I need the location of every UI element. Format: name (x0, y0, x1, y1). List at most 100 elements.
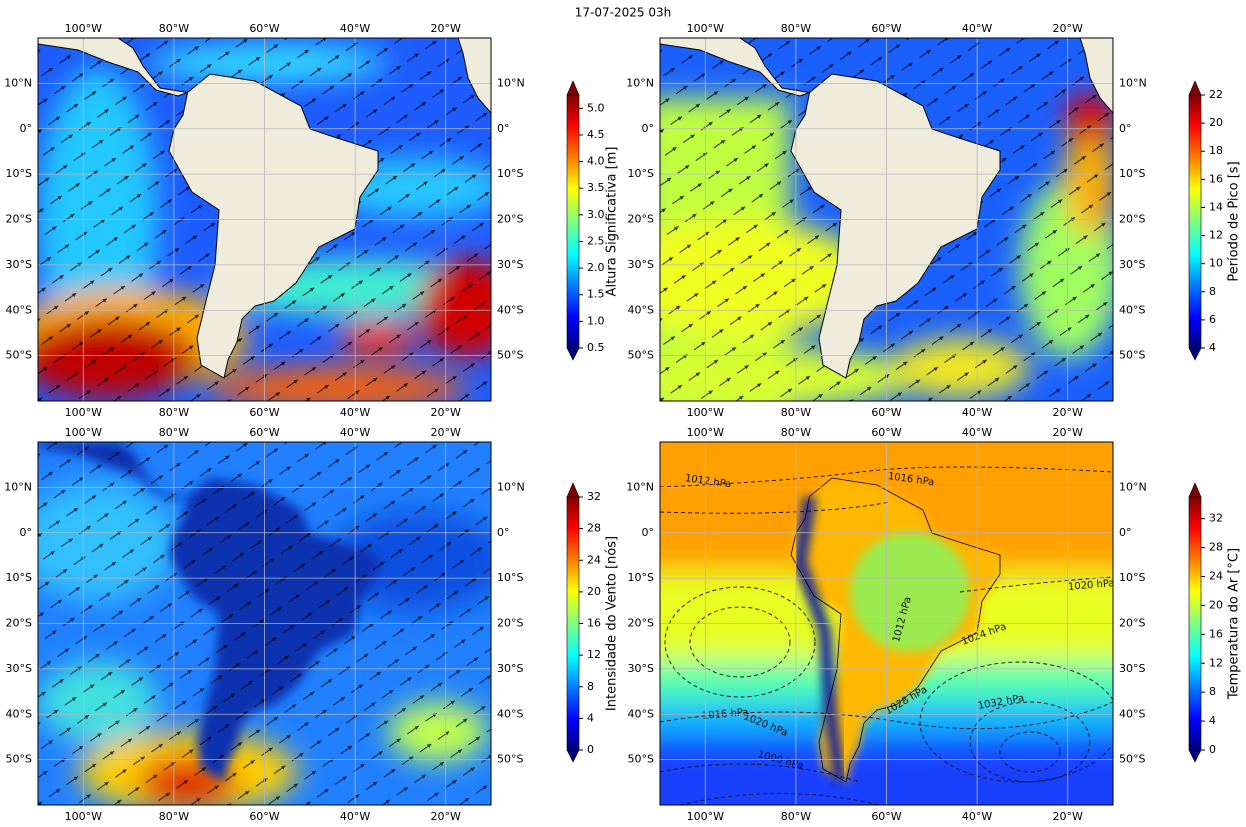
lat-tick-label: 50°S (1119, 753, 1145, 766)
contour-label: 1020 hPa (1068, 578, 1115, 593)
lat-tick-label: 10°N (4, 76, 32, 89)
colorbar-tick-label: 12 (587, 648, 601, 661)
lon-tick-label: 20°W (1053, 22, 1083, 35)
lat-tick-label: 50°S (6, 753, 32, 766)
colorbar-tick-label: 3.0 (587, 208, 605, 221)
lat-tick-label: 10°S (1119, 167, 1145, 180)
map-panel (660, 38, 1113, 401)
lon-tick-label: 60°W (249, 406, 279, 419)
map-frame (37, 37, 492, 402)
colorbar-extend (566, 80, 580, 96)
colorbar-extend (566, 749, 580, 763)
lon-tick-label: 100°W (65, 426, 102, 439)
lat-tick-label: 10°N (1119, 480, 1147, 493)
lat-tick-label: 40°S (497, 303, 523, 316)
lon-tick-label: 80°W (159, 810, 189, 823)
colorbar-tick-label: 6 (1209, 313, 1216, 326)
lon-tick-label: 60°W (871, 426, 901, 439)
lat-tick-label: 20°S (1119, 617, 1145, 630)
colorbar-label: Período de Pico [s] (1227, 161, 1242, 281)
lon-tick-label: 60°W (249, 810, 279, 823)
colorbar-tick-label: 32 (587, 490, 601, 503)
lat-tick-label: 50°S (1119, 349, 1145, 362)
lat-tick-label: 0° (497, 526, 510, 539)
lat-tick-label: 30°S (628, 662, 654, 675)
lat-tick-label: 40°S (628, 303, 654, 316)
lat-tick-label: 10°S (497, 571, 523, 584)
colorbar-tick-label: 12 (1209, 229, 1223, 242)
colorbar-tick-label: 0 (1209, 743, 1216, 756)
colorbar-tick-label: 24 (587, 553, 601, 566)
lat-tick-label: 40°S (6, 303, 32, 316)
lon-tick-label: 80°W (159, 406, 189, 419)
lon-tick-label: 40°W (962, 426, 992, 439)
lon-tick-label: 60°W (249, 426, 279, 439)
lon-tick-label: 60°W (871, 406, 901, 419)
lon-tick-label: 80°W (159, 426, 189, 439)
lon-tick-label: 60°W (871, 22, 901, 35)
lat-tick-label: 20°S (628, 213, 654, 226)
colorbar-tick-label: 1.0 (587, 314, 605, 327)
lat-tick-label: 0° (20, 122, 33, 135)
colorbar-tick-label: 20 (1209, 116, 1223, 129)
lon-tick-label: 40°W (962, 22, 992, 35)
lat-tick-label: 20°S (628, 617, 654, 630)
colorbar-tick-label: 4 (1209, 714, 1216, 727)
colorbar-tick-label: 5.0 (587, 101, 605, 114)
colorbar-tick-label: 22 (1209, 88, 1223, 101)
lon-tick-label: 60°W (249, 22, 279, 35)
lon-tick-label: 100°W (687, 22, 724, 35)
lon-tick-label: 20°W (431, 406, 461, 419)
lat-tick-label: 20°S (6, 213, 32, 226)
colorbar-tick-label: 20 (1209, 598, 1223, 611)
lat-tick-label: 50°S (628, 753, 654, 766)
lon-tick-label: 20°W (431, 810, 461, 823)
colorbar-tick-label: 16 (1209, 627, 1223, 640)
colorbar-extend (1188, 80, 1202, 96)
map-frame (659, 37, 1114, 402)
lat-tick-label: 50°S (497, 349, 523, 362)
colorbar-tick-label: 0 (587, 743, 594, 756)
colorbar (1188, 496, 1202, 751)
colorbar-tick-label: 12 (1209, 656, 1223, 669)
colorbar-tick-label: 8 (1209, 285, 1216, 298)
colorbar-tick-label: 20 (587, 585, 601, 598)
lon-tick-label: 100°W (687, 810, 724, 823)
lat-tick-label: 30°S (628, 258, 654, 271)
colorbar-tick-label: 16 (1209, 172, 1223, 185)
lon-tick-label: 40°W (340, 22, 370, 35)
lat-tick-label: 40°S (628, 707, 654, 720)
lat-tick-label: 10°S (497, 167, 523, 180)
lon-tick-label: 100°W (65, 810, 102, 823)
colorbar-tick-label: 8 (1209, 685, 1216, 698)
lat-tick-label: 40°S (6, 707, 32, 720)
lat-tick-label: 10°N (497, 480, 525, 493)
colorbar-tick-label: 4.5 (587, 128, 605, 141)
lon-tick-label: 100°W (687, 426, 724, 439)
lon-tick-label: 40°W (962, 810, 992, 823)
map-panel (38, 38, 491, 401)
colorbar-tick-label: 2.0 (587, 261, 605, 274)
colorbar-tick-label: 28 (1209, 541, 1223, 554)
lat-tick-label: 20°S (497, 213, 523, 226)
colorbar-tick-label: 24 (1209, 570, 1223, 583)
figure-title: 17-07-2025 03h (575, 6, 671, 20)
lat-tick-label: 10°N (1119, 76, 1147, 89)
lat-tick-label: 0° (20, 526, 33, 539)
lon-tick-label: 100°W (65, 406, 102, 419)
colorbar-tick-label: 16 (587, 617, 601, 630)
lon-tick-label: 20°W (1053, 810, 1083, 823)
colorbar-extend (1188, 749, 1202, 763)
lon-tick-label: 40°W (340, 426, 370, 439)
map-panel: 1012 hPa 1016 hPa 1020 hPa 1024 hPa 1032… (660, 442, 1115, 805)
colorbar (566, 496, 580, 751)
colorbar-tick-label: 2.5 (587, 234, 605, 247)
lon-tick-label: 20°W (1053, 426, 1083, 439)
lon-tick-label: 80°W (781, 810, 811, 823)
lat-tick-label: 30°S (497, 662, 523, 675)
lon-tick-label: 80°W (781, 22, 811, 35)
lat-tick-label: 10°S (1119, 571, 1145, 584)
lon-tick-label: 100°W (65, 22, 102, 35)
lon-tick-label: 20°W (431, 22, 461, 35)
